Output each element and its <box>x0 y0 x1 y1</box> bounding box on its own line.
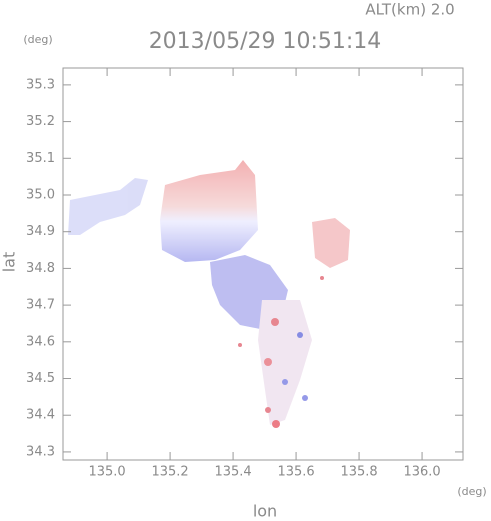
x-tick-label: 135.4 <box>214 465 251 480</box>
y-tick-label: 34.9 <box>26 224 55 239</box>
y-tick-label: 35.1 <box>26 151 55 166</box>
y-tick-label: 34.5 <box>26 371 55 386</box>
echo-field <box>68 160 350 428</box>
y-tick-label: 35.3 <box>26 77 55 92</box>
x-axis-label: lon <box>253 502 277 521</box>
y-tick-label: 34.7 <box>26 298 55 313</box>
chart-subtitle: ALT(km) 2.0 <box>365 1 454 19</box>
plot-frame <box>62 67 464 461</box>
y-tick-label: 34.4 <box>26 408 55 423</box>
y-tick-label: 35.0 <box>26 187 55 202</box>
x-tick-label: 135.0 <box>88 465 125 480</box>
y-tick-label: 35.2 <box>26 114 55 129</box>
x-tick-label: 136.0 <box>403 465 440 480</box>
y-tick-label: 34.6 <box>26 334 55 349</box>
y-axis-label: lat <box>0 252 19 273</box>
y-tick-label: 34.3 <box>26 444 55 459</box>
x-tick-label: 135.8 <box>340 465 377 480</box>
x-tick-label: 135.6 <box>277 465 314 480</box>
chart-title: 2013/05/29 10:51:14 <box>149 29 382 54</box>
y-tick-label: 34.8 <box>26 261 55 276</box>
x-tick-label: 135.2 <box>151 465 188 480</box>
y-unit: (deg) <box>23 33 52 46</box>
x-unit: (deg) <box>457 485 486 498</box>
